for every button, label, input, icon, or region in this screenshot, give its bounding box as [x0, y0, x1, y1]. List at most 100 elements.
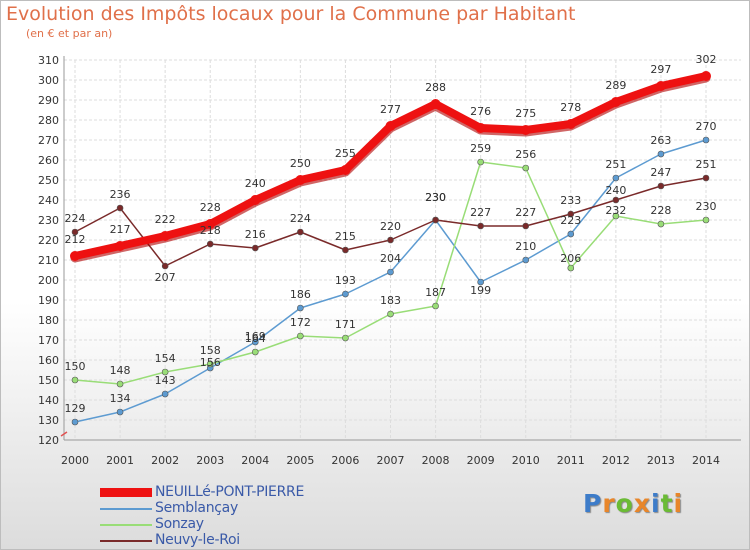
data-label-sonzay-2009: 259 [470, 142, 491, 155]
point-semblancay-2010 [522, 256, 530, 264]
data-label-neuvy-2002: 207 [155, 271, 176, 284]
x-tick-label-2010: 2010 [512, 454, 540, 467]
x-tick-label-2007: 2007 [377, 454, 405, 467]
y-tick-label-310: 310 [38, 54, 59, 67]
point-neuille-2011 [565, 119, 576, 129]
data-label-neuille-2013: 297 [650, 63, 671, 76]
y-tick-label-300: 300 [38, 74, 59, 87]
point-neuille-2006 [340, 165, 351, 175]
point-neuvy-2002 [161, 262, 169, 270]
point-sonzay-2009 [477, 158, 484, 166]
axes: 1201301401501601701801902002102202302402… [38, 54, 741, 467]
point-sonzay-2012 [612, 212, 620, 220]
legend-label-semblancay: Semblançay [155, 500, 238, 516]
data-label-neuvy-2011: 233 [560, 194, 581, 207]
data-label-semblancay-2008: 230 [425, 191, 446, 204]
data-label-semblancay-2012: 251 [605, 158, 626, 171]
data-label-sonzay-2003: 158 [200, 344, 221, 357]
axis-break-mark [60, 431, 68, 437]
y-tick-label-260: 260 [38, 154, 59, 167]
point-neuille-2000 [70, 251, 80, 261]
data-label-sonzay-2002: 154 [155, 352, 176, 365]
logo-letter-x: x [633, 489, 651, 518]
y-tick-label-190: 190 [38, 294, 59, 307]
grid-lines [64, 59, 741, 441]
point-sonzay-2000 [71, 376, 79, 384]
logo-letter-i2: i [673, 489, 684, 518]
data-label-neuvy-2007: 220 [380, 220, 401, 233]
point-neuille-2004 [250, 195, 261, 205]
data-label-neuille-2014: 302 [696, 53, 717, 66]
y-tick-label-270: 270 [38, 134, 59, 147]
point-sonzay-2005 [297, 332, 304, 340]
x-tick-label-2003: 2003 [196, 454, 224, 467]
data-label-sonzay-2004: 164 [245, 332, 266, 345]
x-tick-label-2008: 2008 [422, 454, 450, 467]
point-neuvy-2008 [432, 216, 439, 224]
data-label-neuvy-2014: 251 [696, 158, 717, 171]
point-semblancay-2012 [612, 174, 620, 182]
point-neuvy-2007 [387, 236, 394, 244]
data-label-semblancay-2003: 156 [200, 356, 221, 369]
point-neuille-2003 [205, 219, 216, 229]
data-label-sonzay-2011: 206 [560, 252, 581, 265]
y-tick-label-220: 220 [38, 234, 59, 247]
data-label-semblancay-2000: 129 [65, 402, 86, 415]
point-sonzay-2001 [116, 380, 124, 388]
point-sonzay-2010 [522, 164, 530, 172]
point-sonzay-2008 [432, 302, 439, 310]
data-label-sonzay-2001: 148 [110, 364, 131, 377]
x-tick-label-2012: 2012 [602, 454, 630, 467]
logo-letter-r: r [602, 489, 616, 518]
point-sonzay-2013 [657, 220, 665, 228]
data-label-neuvy-2003: 218 [200, 224, 221, 237]
x-tick-label-2011: 2011 [557, 454, 585, 467]
data-label-neuvy-2008: 230 [425, 191, 446, 204]
y-tick-label-290: 290 [38, 94, 59, 107]
x-tick-label-2006: 2006 [331, 454, 359, 467]
point-neuille-2014 [701, 71, 711, 81]
point-sonzay-2002 [161, 368, 169, 376]
point-neuille-2009 [475, 123, 486, 133]
data-label-neuille-2005: 250 [290, 157, 311, 170]
data-label-semblancay-2006: 193 [335, 274, 356, 287]
data-label-semblancay-2014: 270 [696, 120, 717, 133]
logo-letter-t: t [660, 489, 674, 518]
data-label-sonzay-2014: 230 [696, 200, 717, 213]
data-label-sonzay-2006: 171 [335, 318, 356, 331]
point-neuille-2002 [160, 231, 171, 241]
data-label-neuvy-2010: 227 [515, 206, 536, 219]
data-label-semblancay-2007: 204 [380, 252, 401, 265]
point-neuvy-2001 [116, 204, 124, 212]
y-tick-label-140: 140 [38, 394, 59, 407]
legend-swatch-sonzay [100, 524, 152, 526]
data-label-semblancay-2011: 223 [560, 214, 581, 227]
x-tick-label-2002: 2002 [151, 454, 179, 467]
point-semblancay-2000 [71, 418, 79, 426]
data-label-sonzay-2012: 232 [605, 204, 626, 217]
legend-swatch-neuvy [100, 540, 152, 542]
data-label-neuille-2003: 228 [200, 201, 221, 214]
point-semblancay-2011 [567, 230, 575, 238]
data-label-semblancay-2010: 210 [515, 240, 536, 253]
data-label-neuvy-2001: 236 [110, 188, 131, 201]
data-label-neuvy-2009: 227 [470, 206, 491, 219]
x-tick-label-2014: 2014 [692, 454, 720, 467]
data-labels: 212 217 222 228 240 250 255 277 288 276 275 278 289 2… [65, 53, 717, 415]
point-neuvy-2000 [71, 228, 79, 236]
point-neuvy-2009 [477, 222, 484, 230]
point-neuvy-2014 [702, 174, 710, 182]
point-neuvy-2013 [657, 182, 665, 190]
legend-label-neuvy: Neuvy-le-Roi [155, 532, 240, 548]
point-sonzay-2007 [387, 310, 394, 318]
data-label-sonzay-2008: 187 [425, 286, 446, 299]
x-tick-label-2005: 2005 [286, 454, 314, 467]
data-label-neuille-2006: 255 [335, 147, 356, 160]
point-neuvy-2003 [206, 240, 214, 248]
data-label-neuvy-2013: 247 [650, 166, 671, 179]
data-label-semblancay-2009: 199 [470, 284, 491, 297]
data-label-semblancay-2002: 143 [155, 374, 176, 387]
point-neuvy-2012 [612, 196, 620, 204]
data-label-sonzay-2005: 172 [290, 316, 311, 329]
